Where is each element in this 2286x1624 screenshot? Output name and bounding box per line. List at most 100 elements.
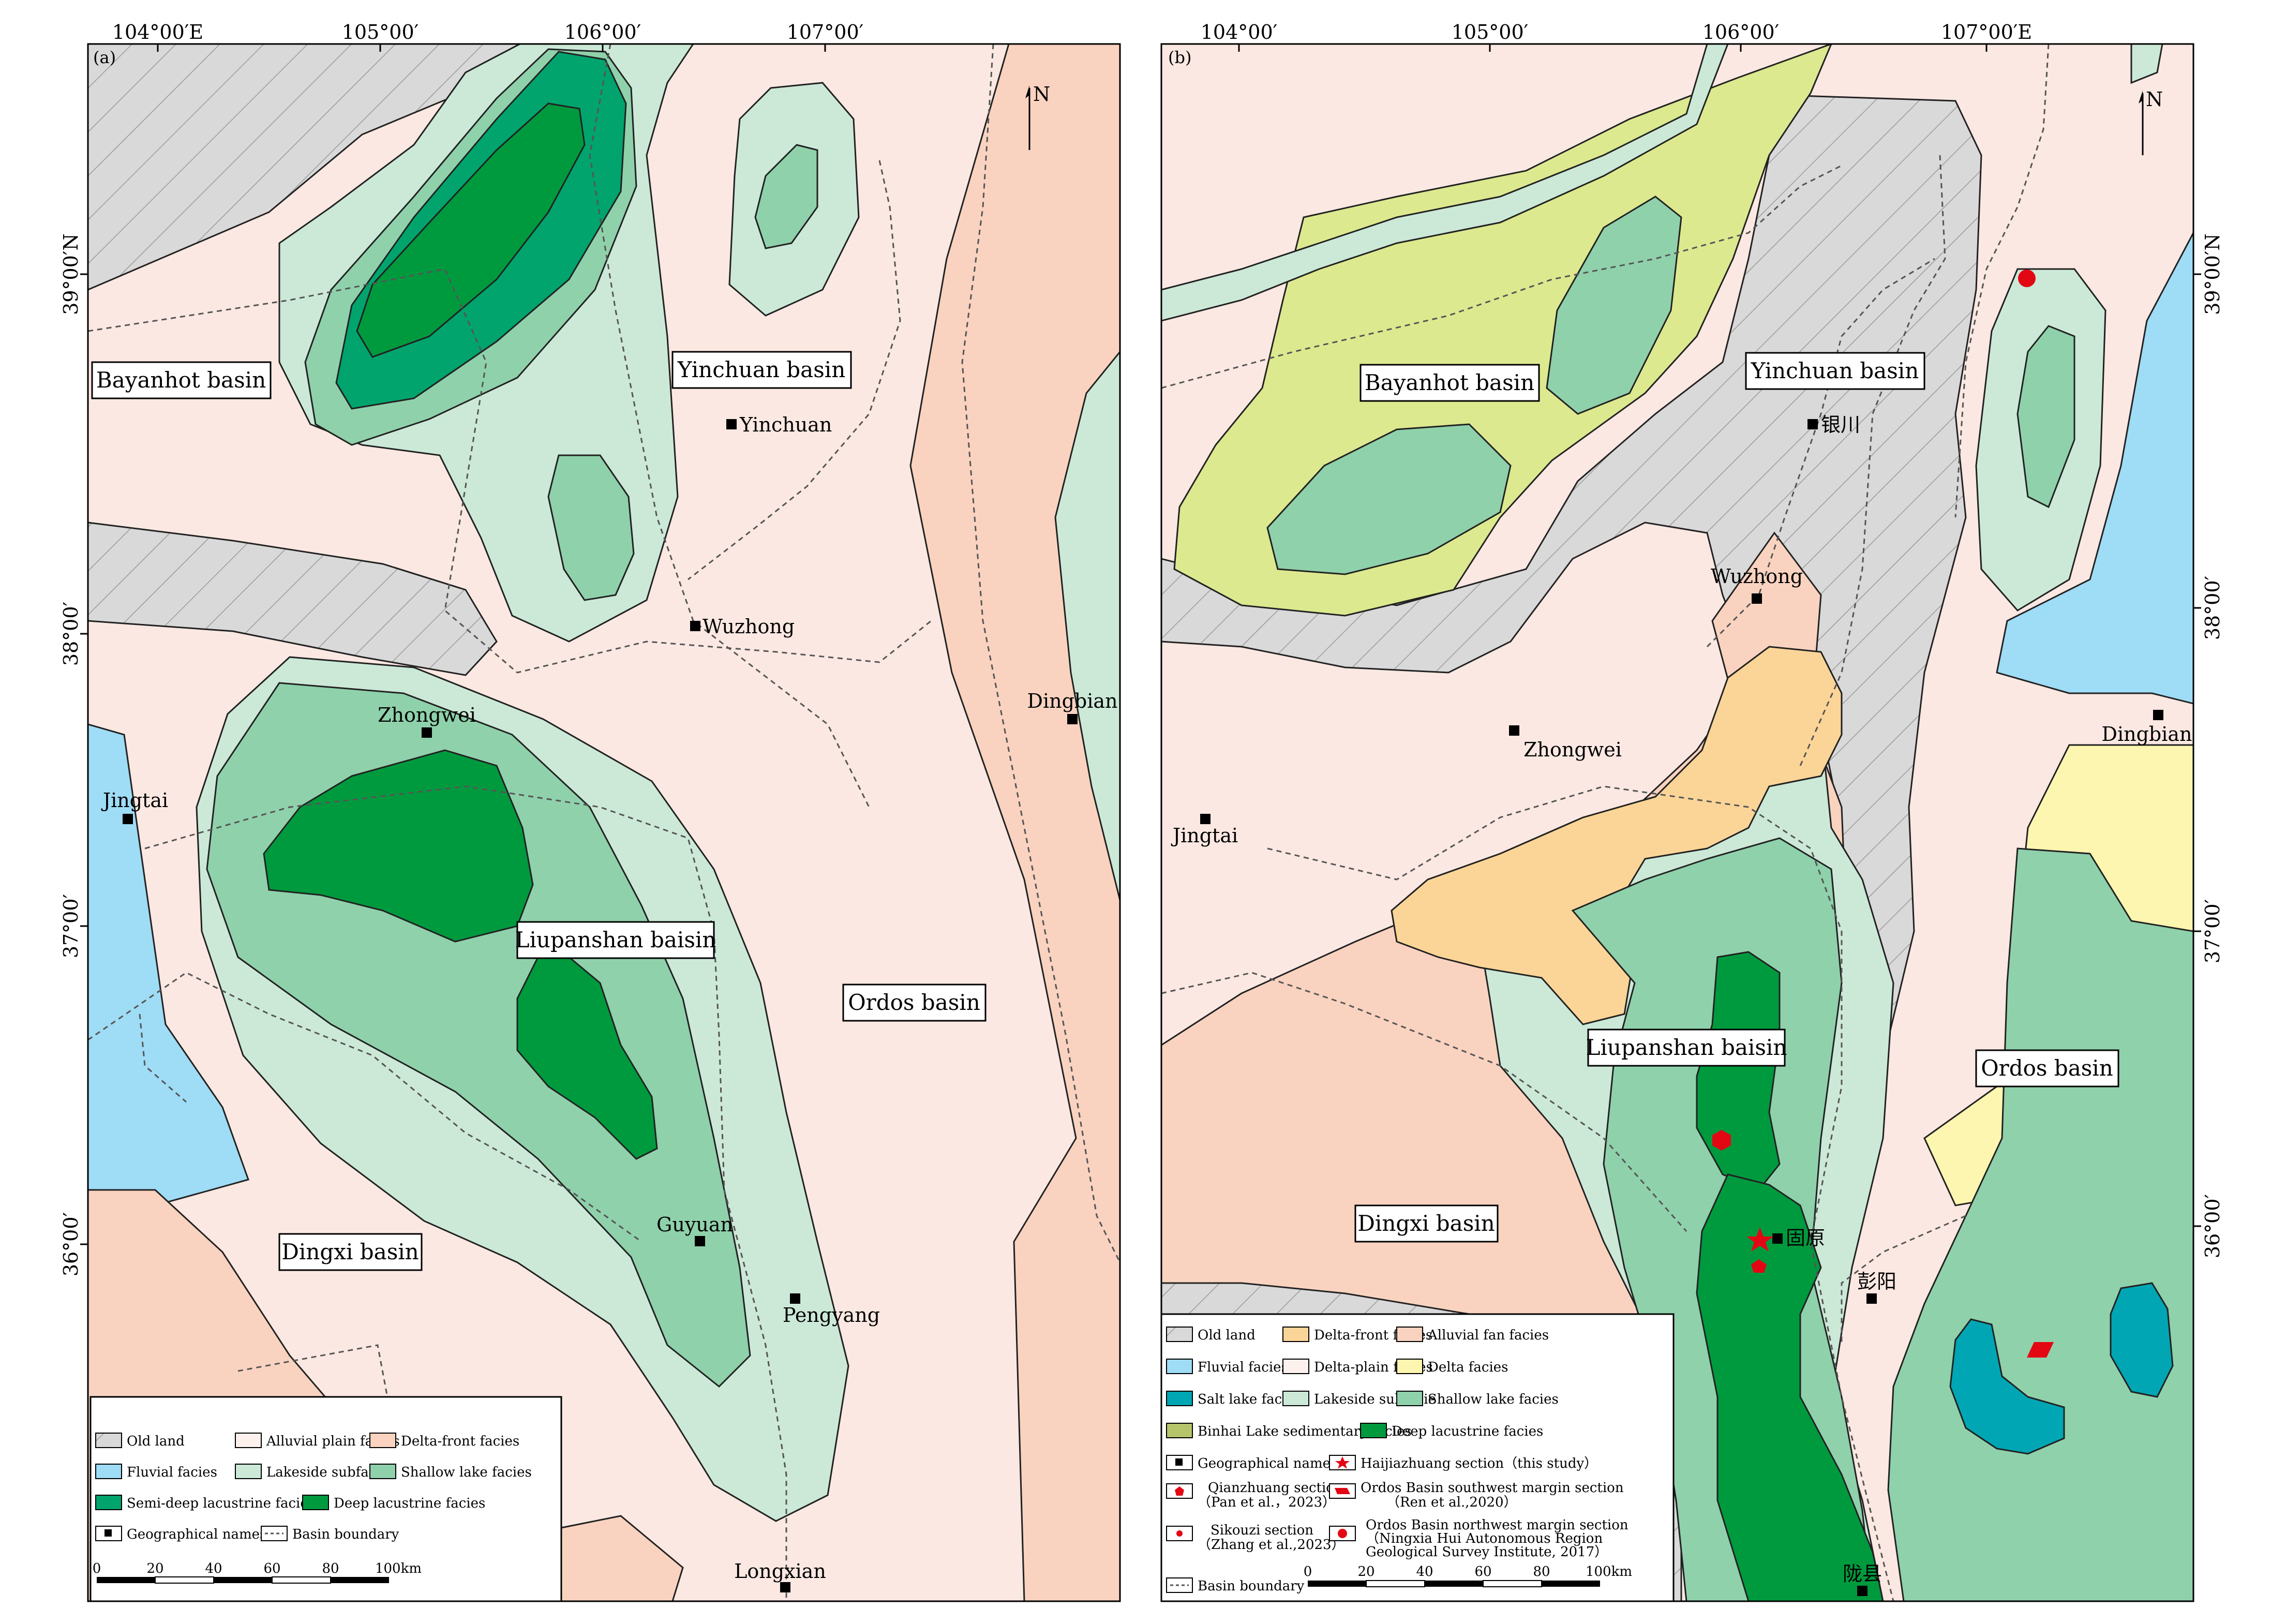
panel-b-lat-tick: 37°00′ (2201, 899, 2224, 963)
panel-a-old-land-middle (88, 522, 498, 676)
legend-swatch-geographical-names (1175, 1458, 1183, 1466)
svg-text:Shallow lake facies: Shallow lake facies (401, 1465, 532, 1480)
svg-text:Basin boundary: Basin boundary (1198, 1578, 1305, 1594)
panel-b-lakeside-north (1161, 44, 1729, 322)
panel-b-lon-tick: 106°00′ (1702, 21, 1780, 43)
panel-b-basin-label: Liupanshan baisin (1586, 1029, 1787, 1067)
svg-text:（Zhang et al.,2023）: （Zhang et al.,2023） (1198, 1537, 1345, 1553)
panel-b-place: 银川 (1807, 413, 1860, 436)
panel-a-deep-liupanshan-south (516, 956, 658, 1160)
panel-a-basin-label: Bayanhot basin (91, 361, 272, 399)
legend-swatch-deep (1360, 1423, 1387, 1438)
svg-text:Geological Survey Institute, 2: Geological Survey Institute, 2017） (1366, 1544, 1608, 1560)
svg-text:0: 0 (93, 1561, 101, 1576)
panel-a-basin-label: Ordos basin (842, 984, 987, 1022)
panel-a-basin-label: Yinchuan basin (671, 351, 852, 389)
panel-b-lakeside-corner (2130, 44, 2163, 84)
panel-a-delta-front-east (909, 44, 1120, 1601)
panel-b-latitude-ticks: 39°00′N 38°00′ 37°00′ 36°00′ (2193, 233, 2224, 1258)
panel-a-basin-label: Dingxi basin (278, 1233, 423, 1271)
svg-text:Dingbian: Dingbian (1027, 690, 1117, 712)
svg-text:Dingxi basin: Dingxi basin (1357, 1211, 1495, 1236)
panel-b-place: 陇县 (1843, 1562, 1882, 1596)
svg-text:Geographical names: Geographical names (1198, 1456, 1337, 1471)
svg-text:Deep lacustrine facies: Deep lacustrine facies (334, 1496, 485, 1511)
sikouzi-section-marker (1751, 1259, 1767, 1273)
svg-text:60: 60 (263, 1561, 280, 1576)
panel-b-place: Wuzhong (1711, 565, 1803, 604)
svg-text:Fluvial facies: Fluvial facies (1198, 1360, 1288, 1375)
panel-b-basin-boundary (1841, 1215, 1966, 1345)
svg-text:Pengyang: Pengyang (783, 1304, 880, 1327)
panel-b-lat-tick: 38°00′ (2201, 576, 2224, 640)
panel-b-lon-tick: 105°00′ (1452, 21, 1529, 43)
panel-a-place: Dingbian (1027, 690, 1118, 724)
panel-b-map: 104°00′ 105°00′ 106°00′ 107°00′E 39°00′N… (1160, 21, 2224, 1602)
panel-b-basin-label: Ordos basin (1975, 1049, 2119, 1087)
panel-b-fluvial (1996, 232, 2193, 705)
legend-swatch-deep (302, 1495, 329, 1510)
panel-a-lon-tick: 106°00′ (564, 21, 641, 43)
panel-b-basin-boundary (1706, 258, 1935, 648)
svg-text:Haijiazhuang section（this stud: Haijiazhuang section（this study） (1361, 1456, 1597, 1471)
panel-a-basin-label: Liupanshan baisin (515, 921, 716, 959)
panel-b-longitude-ticks: 104°00′ 105°00′ 106°00′ 107°00′E (1201, 21, 2032, 52)
legend-swatch-delta-front (369, 1433, 396, 1448)
svg-text:100km: 100km (1586, 1564, 1632, 1580)
panel-b-frame (1160, 43, 2194, 1602)
svg-text:Longxian: Longxian (734, 1560, 826, 1583)
panel-b-salt-lake-east (2110, 1282, 2174, 1398)
panel-a-deep-liupanshan-north (263, 749, 534, 943)
svg-text:Liupanshan baisin: Liupanshan baisin (1586, 1035, 1787, 1060)
panel-a-letter: (a) (93, 48, 116, 67)
panel-a-lon-tick: 107°00′ (787, 21, 864, 43)
panel-a-lat-tick: 36°00′ (59, 1212, 82, 1276)
legend-swatch-alluvial-fan (1396, 1327, 1423, 1342)
panel-a-scale-bar: 0 20 40 60 80 100km (93, 1561, 422, 1584)
panel-b-salt-lake-west (1949, 1318, 2065, 1455)
panel-a-legend: Old land Alluvial plain facies Delta-fro… (89, 1396, 562, 1602)
legend-swatch-geographical-names (104, 1529, 112, 1537)
svg-text:Alluvial fan facies: Alluvial fan facies (1427, 1328, 1549, 1343)
panel-b-lat-tick: 39°00′N (2201, 233, 2224, 315)
panel-b-letter: (b) (1168, 48, 1191, 67)
svg-text:Ordos basin: Ordos basin (1981, 1055, 2113, 1081)
legend-swatch-old-land (95, 1433, 122, 1448)
svg-text:20: 20 (1357, 1564, 1374, 1580)
panel-a-place: Guyuan (656, 1213, 733, 1246)
svg-text:Qianzhuang section: Qianzhuang section (1208, 1480, 1343, 1496)
svg-text:Dingxi basin: Dingxi basin (281, 1239, 419, 1264)
panel-b-lon-tick: 107°00′E (1941, 21, 2032, 43)
panel-a-lakeside-east (1054, 350, 1120, 901)
svg-text:（Pan et al.，2023）: （Pan et al.，2023） (1198, 1495, 1336, 1510)
svg-text:80: 80 (322, 1561, 339, 1576)
panel-a-shallow-yinchuan (754, 144, 818, 249)
svg-text:80: 80 (1533, 1564, 1550, 1580)
panel-a-longitude-ticks: 104°00′E 105°00′ 106°00′ 107°00′ (112, 21, 863, 52)
svg-text:Fluvial facies: Fluvial facies (127, 1465, 217, 1480)
panel-a-deep-bayanhot (356, 102, 586, 358)
panel-b-basin-boundary (1161, 165, 1842, 389)
svg-text:Jingtai: Jingtai (101, 789, 168, 812)
panel-b-deep-liupanshan-north (1696, 951, 1781, 1191)
svg-text:0: 0 (1304, 1564, 1312, 1580)
svg-text:Semi-deep lacustrine facies: Semi-deep lacustrine facies (127, 1496, 315, 1511)
legend-swatch-fluvial (95, 1464, 122, 1479)
svg-text:40: 40 (205, 1561, 222, 1576)
svg-text:Old land: Old land (1198, 1328, 1256, 1343)
svg-text:Jingtai: Jingtai (1171, 824, 1238, 847)
svg-text:Bayanhot basin: Bayanhot basin (96, 367, 266, 393)
panel-b-shallow-northeast (2016, 325, 2075, 509)
svg-text:固原: 固原 (1786, 1227, 1825, 1249)
legend-swatch-alluvial-plain (235, 1433, 262, 1448)
panel-b-basin-label: Dingxi basin (1354, 1204, 1499, 1243)
panel-b-basin-label: Bayanhot basin (1359, 364, 1540, 402)
legend-swatch-semi-deep (95, 1495, 122, 1510)
panel-a-lon-tick: 104°00′E (112, 21, 203, 43)
panel-b-shallow-bayanhot (1266, 423, 1512, 575)
svg-text:Geographical names: Geographical names (127, 1527, 266, 1542)
panel-a-latitude-ticks: 39°00′N 38°00′ 37°00′ 36°00′ (59, 233, 88, 1276)
panel-a-place: Yinchuan (726, 413, 832, 436)
svg-text:Yinchuan basin: Yinchuan basin (1751, 358, 1919, 383)
svg-text:20: 20 (146, 1561, 163, 1576)
